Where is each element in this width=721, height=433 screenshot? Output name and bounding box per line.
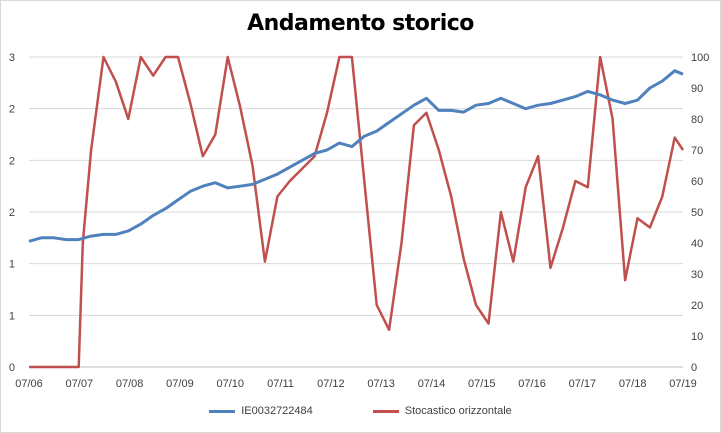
y-right-tick-label: 10 [691,331,703,343]
x-tick-label: 07/06 [15,378,43,390]
x-tick-label: 07/19 [669,378,697,390]
legend-swatch-red [372,409,399,413]
y-right-tick-label: 70 [691,145,703,157]
series-line-stocastico [29,55,685,369]
y-left-tick-label: 1 [9,259,15,271]
x-tick-label: 07/15 [468,378,496,390]
x-tick-label: 07/17 [569,378,597,390]
legend-label-series-1: IE0032722484 [241,405,313,417]
x-tick-label: 07/18 [619,378,647,390]
legend-label-series-2: Stocastico orizzontale [404,405,512,417]
legend-item-series-2: Stocastico orizzontale [372,405,512,417]
y-right-tick-label: 40 [691,238,703,250]
x-tick-label: 07/14 [418,378,446,390]
y-left-tick-label: 3 [9,52,15,64]
y-left-tick-label: 2 [9,104,15,116]
x-tick-label: 07/11 [267,378,294,390]
x-tick-label: 07/13 [367,378,395,390]
chart-legend: IE0032722484 Stocastico orizzontale [1,405,720,417]
x-tick-label: 07/07 [66,378,94,390]
y-left-tick-label: 2 [9,155,15,167]
y-left-tick-label: 0 [9,362,15,374]
y-right-tick-label: 100 [691,52,709,64]
y-right-tick-label: 30 [691,269,703,281]
legend-item-series-1: IE0032722484 [209,405,313,417]
series-line-ie0032722484 [28,69,684,243]
y-right-tick-label: 80 [691,114,703,126]
y-right-tick-label: 20 [691,300,703,312]
x-tick-label: 07/09 [166,378,194,390]
legend-swatch-blue [209,409,236,413]
chart-title: Andamento storico [247,11,474,36]
x-tick-label: 07/12 [317,378,345,390]
x-tick-label: 07/08 [116,378,144,390]
y-left-tick-label: 2 [9,207,15,219]
y-right-tick-label: 60 [691,176,703,188]
x-tick-label: 07/10 [216,378,244,390]
y-left-tick-label: 1 [9,310,15,322]
y-right-tick-label: 0 [691,362,697,374]
x-tick-label: 07/16 [518,378,546,390]
y-right-tick-label: 50 [691,207,703,219]
y-right-tick-label: 90 [691,83,703,95]
